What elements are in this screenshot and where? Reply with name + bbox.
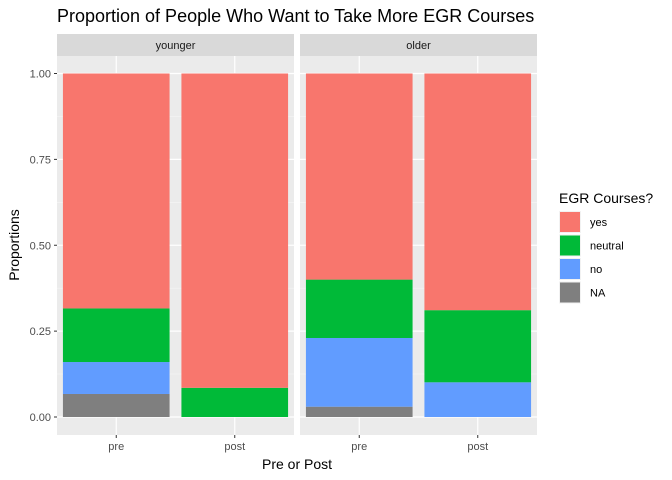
y-axis-title: Proportions — [6, 209, 22, 281]
bar-no-pre — [62, 362, 170, 394]
y-tick-label: 1.00 — [30, 69, 51, 81]
facet-label: older — [406, 40, 431, 52]
bar-yes-post — [181, 73, 289, 388]
legend-swatch-yes — [560, 212, 580, 232]
legend-label: neutral — [590, 241, 624, 253]
facet-strip — [300, 34, 537, 56]
facet-label: younger — [156, 40, 196, 52]
chart-title: Proportion of People Who Want to Take Mo… — [57, 6, 534, 26]
legend-label: yes — [590, 217, 608, 229]
facet-older: older pre post — [300, 34, 537, 453]
legend-swatch-na — [560, 282, 580, 303]
bar-neutral-pre — [62, 308, 170, 363]
x-tick-label: post — [224, 441, 245, 453]
legend-label: no — [590, 264, 602, 276]
bar-na-pre — [62, 393, 170, 417]
bar-no-pre — [305, 337, 413, 407]
bar-neutral-post — [181, 387, 289, 417]
y-tick-label: 0.75 — [30, 154, 51, 166]
bar-neutral-pre — [305, 279, 413, 338]
bar-neutral-post — [424, 310, 532, 383]
legend-swatch-neutral — [560, 235, 580, 256]
bar-yes-pre — [305, 73, 413, 280]
x-tick-label: pre — [108, 441, 124, 453]
y-axis: 0.00 0.25 0.50 0.75 1.00 — [30, 69, 57, 424]
legend-swatch-no — [560, 259, 580, 279]
bar-yes-post — [424, 73, 532, 311]
legend-label: NA — [590, 288, 606, 300]
x-axis-title: Pre or Post — [262, 456, 332, 472]
bar-yes-pre — [62, 73, 170, 309]
legend-title: EGR Courses? — [559, 190, 653, 206]
facet-younger: younger pre post — [57, 34, 294, 453]
facet-strip — [57, 34, 294, 56]
facet-panels: younger pre post older pre post — [57, 34, 537, 453]
legend: EGR Courses? yes neutral no NA — [559, 190, 653, 304]
y-tick-label: 0.50 — [30, 240, 51, 252]
x-tick-label: pre — [351, 441, 367, 453]
bar-na-pre — [305, 406, 413, 417]
y-tick-label: 0.25 — [30, 326, 51, 338]
x-tick-label: post — [467, 441, 488, 453]
y-tick-label: 0.00 — [30, 412, 51, 424]
bar-no-post — [424, 382, 532, 417]
